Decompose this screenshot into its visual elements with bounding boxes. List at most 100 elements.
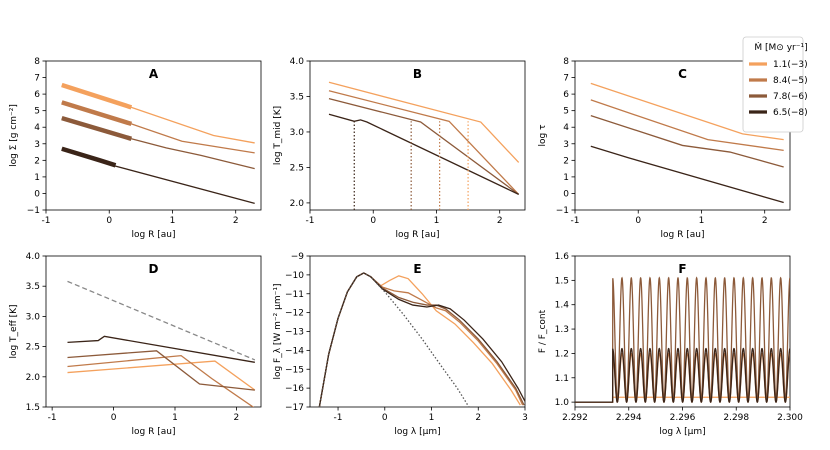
series-thick-segment (61, 100, 133, 127)
series-line (318, 272, 525, 407)
series-line (590, 115, 784, 168)
legend-title: Ṁ [M⊙ yr⁻¹] (754, 42, 807, 53)
y-tick-label: 3 (563, 140, 569, 150)
series-line (590, 82, 784, 141)
panel-a: -1 0 1 2 −1 0 1 2 3 4 5 6 7 8 log R [au] log Σ [g cm⁻²]… (9, 57, 262, 240)
x-tick-label: 2.292 (562, 413, 588, 423)
series-line (67, 360, 256, 391)
x-tick-label: 0 (635, 216, 641, 226)
plot-area (67, 280, 256, 407)
series-line (328, 81, 520, 163)
x-tick-label: -1 (306, 216, 315, 226)
y-tick-label: −10 (285, 271, 304, 281)
y-tick-label: 4.0 (290, 57, 305, 67)
series-line (575, 276, 790, 403)
panel-title: F (678, 262, 686, 276)
y-tick-label: 7 (34, 74, 40, 84)
y-tick-label: 3.5 (290, 92, 304, 102)
x-tick-label: -1 (48, 413, 57, 423)
y-tick-label: 0 (563, 189, 569, 199)
series-thick-segment (61, 115, 133, 141)
y-tick-label: −9 (291, 252, 305, 262)
y-axis-label: log τ (538, 125, 548, 147)
x-tick-label: 0 (111, 413, 117, 423)
x-axis-label: log λ [μm] (394, 427, 440, 437)
x-tick-label: 2.294 (616, 413, 642, 423)
y-tick-label: 1.5 (26, 403, 40, 413)
y-tick-label: 2.0 (26, 373, 41, 383)
y-tick-label: 7 (563, 74, 569, 84)
y-tick-label: 1 (563, 173, 569, 183)
x-tick-label: 2 (475, 413, 481, 423)
axes-frame (309, 60, 526, 211)
series-line (67, 335, 255, 363)
y-tick-label: 2.5 (26, 343, 40, 353)
panel-d: -1 0 1 2 1.5 2.0 2.5 3.0 3.5 4.0 log R [au] log T_e… (9, 252, 262, 437)
x-tick-label: 1 (172, 413, 178, 423)
y-axis-label: log F_λ [W m⁻² μm⁻¹] (273, 283, 283, 379)
x-tick-label: 0 (382, 413, 388, 423)
y-tick-label: 4.0 (26, 252, 41, 262)
y-tick-label: −1 (27, 206, 40, 216)
y-tick-label: 3.5 (26, 282, 40, 292)
x-tick-label: 1 (429, 413, 435, 423)
y-tick-label: −11 (285, 290, 304, 300)
plot-area (328, 81, 520, 210)
x-tick-label: 1 (434, 216, 440, 226)
y-tick-label: 2.5 (290, 163, 304, 173)
x-tick-label: 2.300 (777, 413, 803, 423)
y-tick-label: 1.3 (555, 325, 569, 335)
y-axis-label: F / F_cont (538, 309, 548, 353)
y-tick-label: −17 (285, 403, 304, 413)
series-line (590, 145, 784, 204)
x-tick-label: 2.298 (723, 413, 749, 423)
x-axis-label: log R [au] (132, 230, 176, 240)
axes-frame (574, 60, 791, 211)
axes-frame (45, 255, 262, 408)
x-tick-label: -1 (334, 413, 343, 423)
y-tick-label: 6 (563, 90, 569, 100)
y-tick-label: −14 (285, 346, 304, 356)
y-tick-label: 3.0 (26, 312, 41, 322)
series-line (318, 272, 521, 407)
y-axis-label: log Σ [g cm⁻²] (9, 104, 19, 167)
plot-area (590, 82, 784, 204)
plot-area (575, 276, 790, 404)
y-tick-label: −13 (285, 328, 304, 338)
x-tick-label: 0 (370, 216, 376, 226)
plot-area (318, 272, 525, 407)
x-tick-label: 2 (234, 413, 240, 423)
series-line (67, 350, 255, 391)
plot-area (61, 82, 255, 205)
legend-label: 8.4(−5) (773, 76, 808, 86)
panel-title: B (413, 67, 422, 81)
y-tick-label: −1 (556, 206, 569, 216)
y-tick-label: 1.1 (555, 374, 569, 384)
y-tick-label: 2.0 (290, 199, 305, 209)
panel-title: D (149, 262, 159, 276)
y-tick-label: 5 (34, 107, 40, 117)
x-tick-label: 2 (497, 216, 503, 226)
y-tick-label: 4 (34, 123, 40, 133)
y-axis-label: log T_eff [K] (9, 304, 19, 358)
y-tick-label: 0 (34, 189, 40, 199)
x-tick-label: -1 (571, 216, 580, 226)
series-line (328, 113, 519, 195)
x-tick-label: 1 (699, 216, 705, 226)
x-axis-label: log R [au] (396, 230, 440, 240)
x-axis-label: log R [au] (132, 427, 176, 437)
x-tick-label: 1 (170, 216, 176, 226)
x-tick-label: 0 (106, 216, 112, 226)
panel-title: A (149, 67, 159, 81)
x-tick-label: 2 (233, 216, 239, 226)
series-line (590, 99, 784, 152)
y-tick-label: 6 (34, 90, 40, 100)
x-tick-label: 2.296 (670, 413, 696, 423)
panel-c: -1 0 1 2 −1 0 1 2 3 4 5 6 7 8 log R [au] log τ C (538, 57, 791, 240)
series-line (575, 347, 790, 404)
y-tick-label: −12 (285, 309, 304, 319)
series-line (67, 354, 255, 407)
y-tick-label: 2 (34, 156, 40, 166)
y-tick-label: 5 (563, 107, 569, 117)
